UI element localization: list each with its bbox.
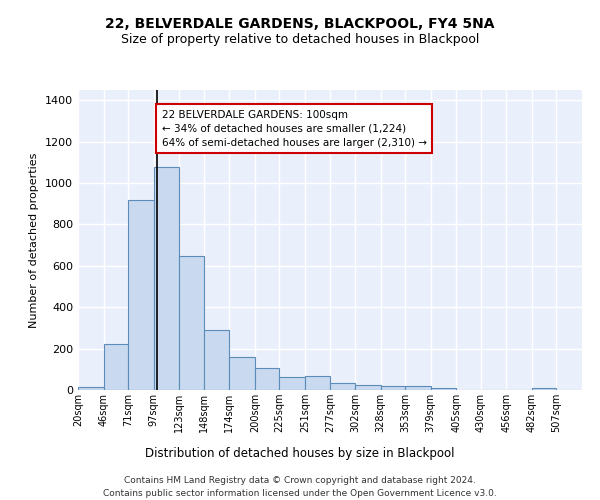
Bar xyxy=(405,386,431,390)
Text: Contains HM Land Registry data © Crown copyright and database right 2024.
Contai: Contains HM Land Registry data © Crown c… xyxy=(103,476,497,498)
Bar xyxy=(431,388,456,390)
Bar xyxy=(128,200,154,390)
Text: 22 BELVERDALE GARDENS: 100sqm
← 34% of detached houses are smaller (1,224)
64% o: 22 BELVERDALE GARDENS: 100sqm ← 34% of d… xyxy=(161,110,427,148)
Bar xyxy=(380,386,405,390)
Bar xyxy=(305,376,331,390)
Y-axis label: Number of detached properties: Number of detached properties xyxy=(29,152,40,328)
Bar xyxy=(78,387,104,390)
Bar xyxy=(331,383,355,390)
Bar xyxy=(255,368,280,390)
Bar xyxy=(355,385,380,390)
Text: Distribution of detached houses by size in Blackpool: Distribution of detached houses by size … xyxy=(145,448,455,460)
Bar xyxy=(179,256,204,390)
Text: Size of property relative to detached houses in Blackpool: Size of property relative to detached ho… xyxy=(121,32,479,46)
Bar xyxy=(532,388,556,390)
Text: 22, BELVERDALE GARDENS, BLACKPOOL, FY4 5NA: 22, BELVERDALE GARDENS, BLACKPOOL, FY4 5… xyxy=(105,18,495,32)
Bar xyxy=(154,166,179,390)
Bar xyxy=(229,357,255,390)
Bar xyxy=(104,344,128,390)
Bar xyxy=(280,376,305,390)
Bar xyxy=(204,330,229,390)
